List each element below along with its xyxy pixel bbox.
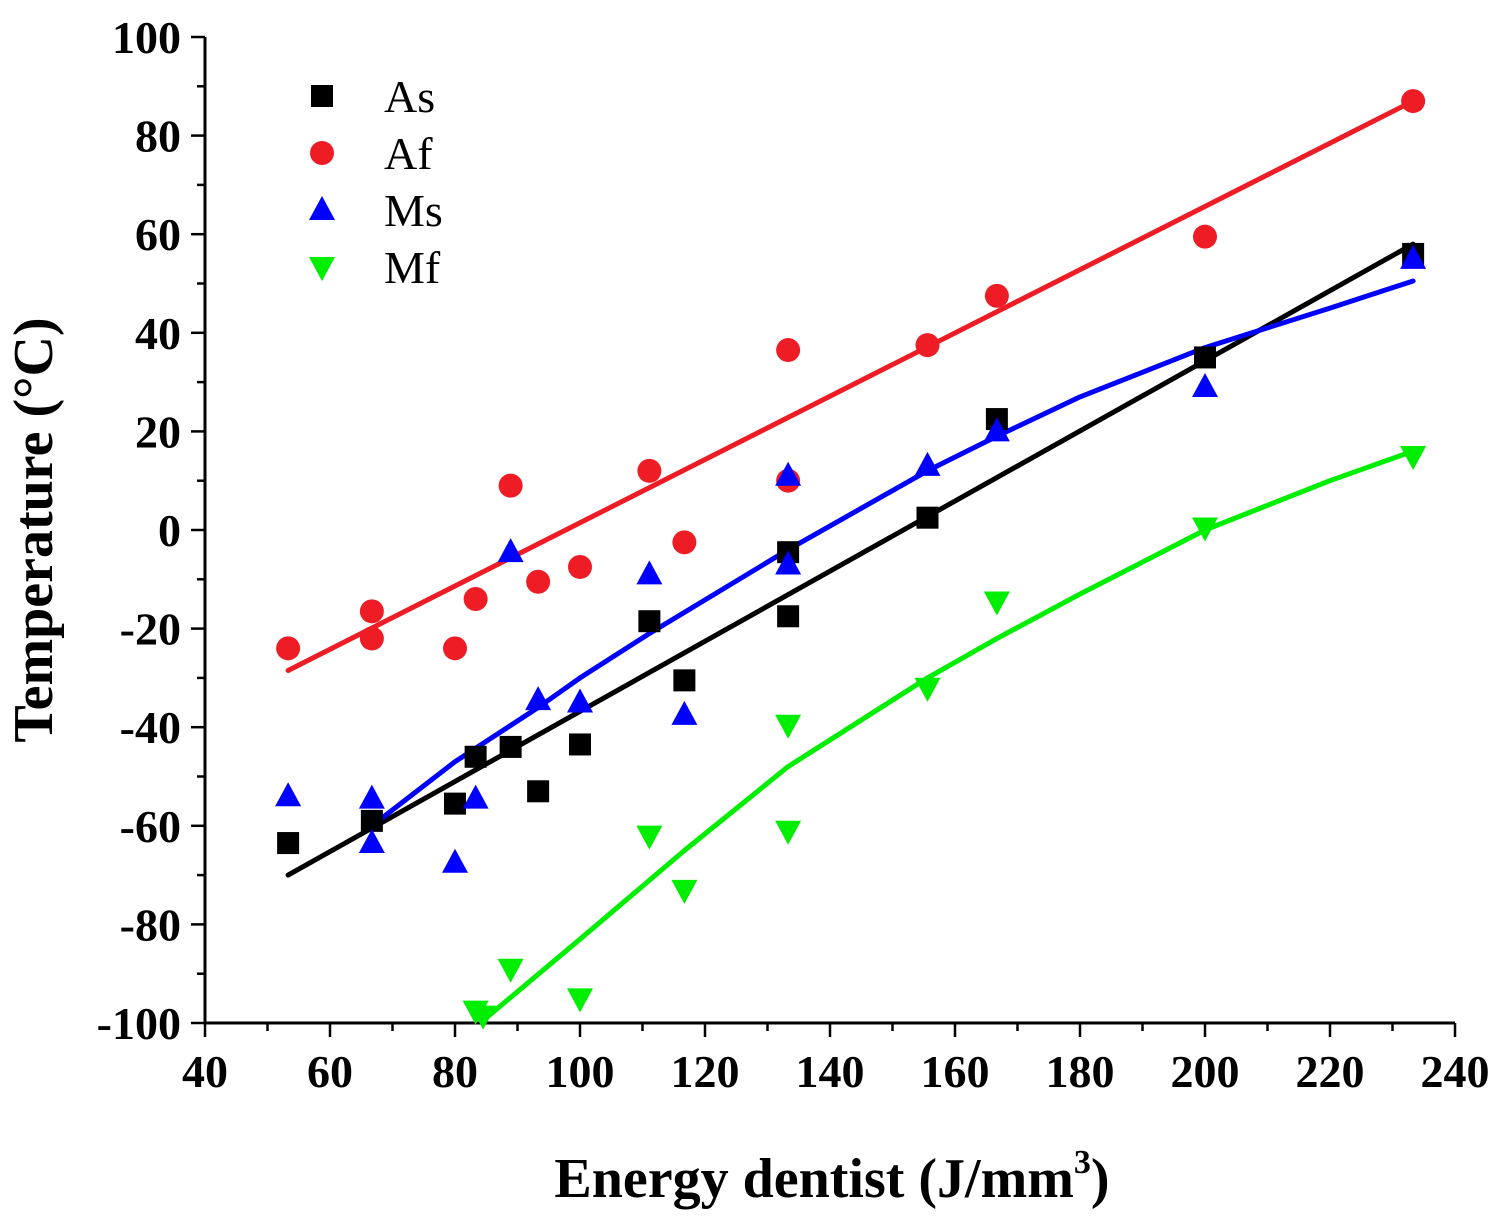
legend-label-af: Af <box>384 128 433 179</box>
legend-marker-ms <box>309 196 335 220</box>
data-point-af <box>443 636 467 661</box>
data-point-as <box>569 733 591 756</box>
fit-lines <box>285 98 1416 1023</box>
x-tick-label: 220 <box>1296 1046 1365 1097</box>
data-point-as <box>360 809 383 832</box>
x-tick-label: 180 <box>1046 1046 1115 1097</box>
x-tick-label: 200 <box>1171 1046 1240 1097</box>
y-tick-label: -80 <box>120 899 181 950</box>
x-tick-label: 120 <box>671 1046 740 1097</box>
data-point-ms <box>462 784 489 809</box>
data-point-mf <box>914 677 941 702</box>
x-tick-label: 80 <box>432 1046 478 1097</box>
data-point-as <box>444 792 466 815</box>
legend-label-mf: Mf <box>384 242 441 293</box>
y-tick-label: 80 <box>135 111 181 162</box>
data-point-ms <box>1400 244 1427 269</box>
x-tick-label: 100 <box>546 1046 615 1097</box>
data-point-ms <box>442 848 468 873</box>
data-point-mf <box>775 820 802 845</box>
data-point-af <box>568 554 592 579</box>
y-tick-label: -20 <box>120 604 181 655</box>
legend-marker-mf <box>309 257 335 281</box>
data-point-ms <box>358 829 385 854</box>
x-axis-title-main: Energy dentist (J/mm <box>554 1148 1074 1210</box>
data-point-mf <box>1400 446 1427 471</box>
fit-line-af <box>285 98 1416 673</box>
data-point-af <box>915 333 940 358</box>
data-point-as <box>464 745 487 768</box>
axis-ticks: 40 60 80 100 120 140 160 180 200 220 240-100-80-60… <box>97 12 1490 1097</box>
x-axis-title-close: ) <box>1091 1148 1110 1210</box>
data-point-ms <box>914 451 941 476</box>
data-point-mf <box>470 1005 497 1030</box>
x-tick-label: 160 <box>921 1046 990 1097</box>
data-point-af <box>776 338 801 363</box>
data-point-af <box>276 636 301 661</box>
y-tick-label: 0 <box>158 505 181 556</box>
y-axis-title: Temperature (°C) <box>3 317 65 742</box>
data-point-ms <box>358 784 385 809</box>
y-tick-label: 100 <box>112 12 181 63</box>
data-point-ms <box>275 782 302 807</box>
data-point-af <box>526 569 551 594</box>
fit-line-ms <box>369 278 1416 829</box>
data-point-as <box>527 780 550 803</box>
data-point-as <box>1194 346 1216 369</box>
data-point-mf <box>497 958 524 983</box>
data-point-af <box>498 473 523 498</box>
fit-line-as <box>285 241 1416 878</box>
x-axis-title: Energy dentist (J/mm3) <box>554 1144 1109 1210</box>
legend-label-as: As <box>384 71 435 122</box>
data-point-af <box>463 587 488 612</box>
data-point-mf <box>567 988 593 1013</box>
data-point-as <box>499 735 522 758</box>
data-point-ms <box>567 688 593 713</box>
data-point-af <box>1193 224 1217 249</box>
data-point-as <box>277 832 300 855</box>
y-tick-label: -60 <box>120 801 181 852</box>
legend-label-ms: Ms <box>384 185 443 236</box>
fit-line-mf <box>480 448 1416 1023</box>
x-tick-label: 140 <box>796 1046 865 1097</box>
y-tick-label: -100 <box>97 998 181 1049</box>
y-tick-label: -40 <box>120 702 181 753</box>
data-point-ms <box>671 700 698 725</box>
x-axis-title-superscript: 3 <box>1074 1144 1091 1181</box>
data-point-as <box>673 669 696 692</box>
data-point-ms <box>1192 373 1218 398</box>
data-point-ms <box>497 538 524 563</box>
data-point-ms <box>636 560 663 585</box>
legend-marker-as <box>311 85 333 107</box>
data-point-af <box>672 530 697 555</box>
data-point-af <box>637 458 662 483</box>
data-point-mf <box>983 591 1010 616</box>
legend: As Af Ms Mf <box>309 71 443 293</box>
y-tick-label: 60 <box>135 209 181 260</box>
data-point-ms <box>775 550 802 575</box>
y-tick-label: 20 <box>135 406 181 457</box>
data-point-mf <box>1192 517 1218 542</box>
data-point-mf <box>671 879 698 904</box>
data-point-af <box>359 626 384 651</box>
data-point-af <box>1401 89 1426 114</box>
x-tick-label: 40 <box>182 1046 228 1097</box>
x-tick-label: 60 <box>307 1046 353 1097</box>
data-markers <box>275 89 1427 1030</box>
y-tick-label: 40 <box>135 308 181 359</box>
data-point-af <box>359 599 384 624</box>
legend-marker-af <box>310 141 334 165</box>
x-tick-label: 240 <box>1421 1046 1490 1097</box>
data-point-as <box>777 605 800 628</box>
data-point-af <box>984 283 1009 308</box>
data-point-ms <box>775 461 802 486</box>
data-point-mf <box>636 825 663 850</box>
data-point-as <box>916 506 939 529</box>
data-point-as <box>638 610 661 633</box>
data-point-mf <box>775 714 802 739</box>
data-point-ms <box>525 686 552 711</box>
data-point-ms <box>983 417 1010 442</box>
